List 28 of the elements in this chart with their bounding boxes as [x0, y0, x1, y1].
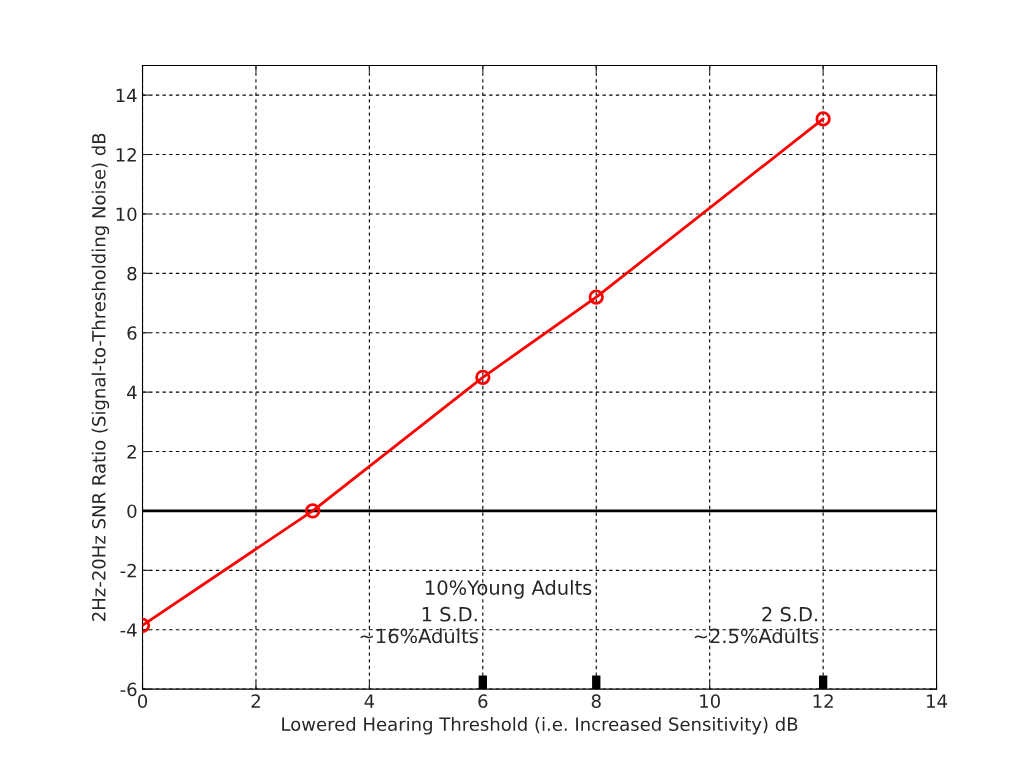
x-tick-label: 0 — [137, 694, 148, 708]
x-axis-title: Lowered Hearing Threshold (i.e. Increased Sensitivity) dB — [282, 717, 798, 735]
y-tick-label: 6 — [127, 326, 137, 340]
point — [588, 289, 604, 305]
x-tick-label: 12 — [813, 694, 833, 708]
y-axis-title: 2Hz-20Hz SNR Ratio (Signal-to-Thresholding Noise) dB — [91, 133, 110, 621]
y-tick-label: 12 — [116, 148, 136, 162]
x-tick-label: 10 — [700, 694, 720, 708]
x-tick-label: 2 — [251, 694, 260, 708]
y-tick-label: -4 — [120, 623, 137, 637]
y-tick-label: -6 — [120, 682, 137, 697]
x-tick-label: 6 — [478, 694, 488, 708]
y-tick-label: 4 — [127, 385, 137, 400]
point — [305, 503, 321, 519]
y-tick-label: 8 — [127, 266, 137, 281]
x-tick-label: 4 — [364, 694, 375, 708]
y-tick-label: 0 — [127, 504, 137, 519]
y-tick-label: 14 — [116, 88, 137, 103]
y-tick-label: -2 — [120, 563, 136, 578]
x-tick-label: 8 — [591, 694, 601, 708]
y-tick-label: 2 — [127, 445, 136, 459]
annotation: 10%Young Adults — [426, 579, 592, 599]
point — [475, 369, 491, 385]
y-tick-label: 10 — [116, 207, 137, 222]
annotation: 1 S.D. ~16%Adults — [360, 606, 478, 644]
point — [815, 111, 831, 127]
annotation: 2 S.D. ~2.5%Adults — [694, 606, 819, 644]
x-tick-label: 14 — [927, 694, 948, 708]
